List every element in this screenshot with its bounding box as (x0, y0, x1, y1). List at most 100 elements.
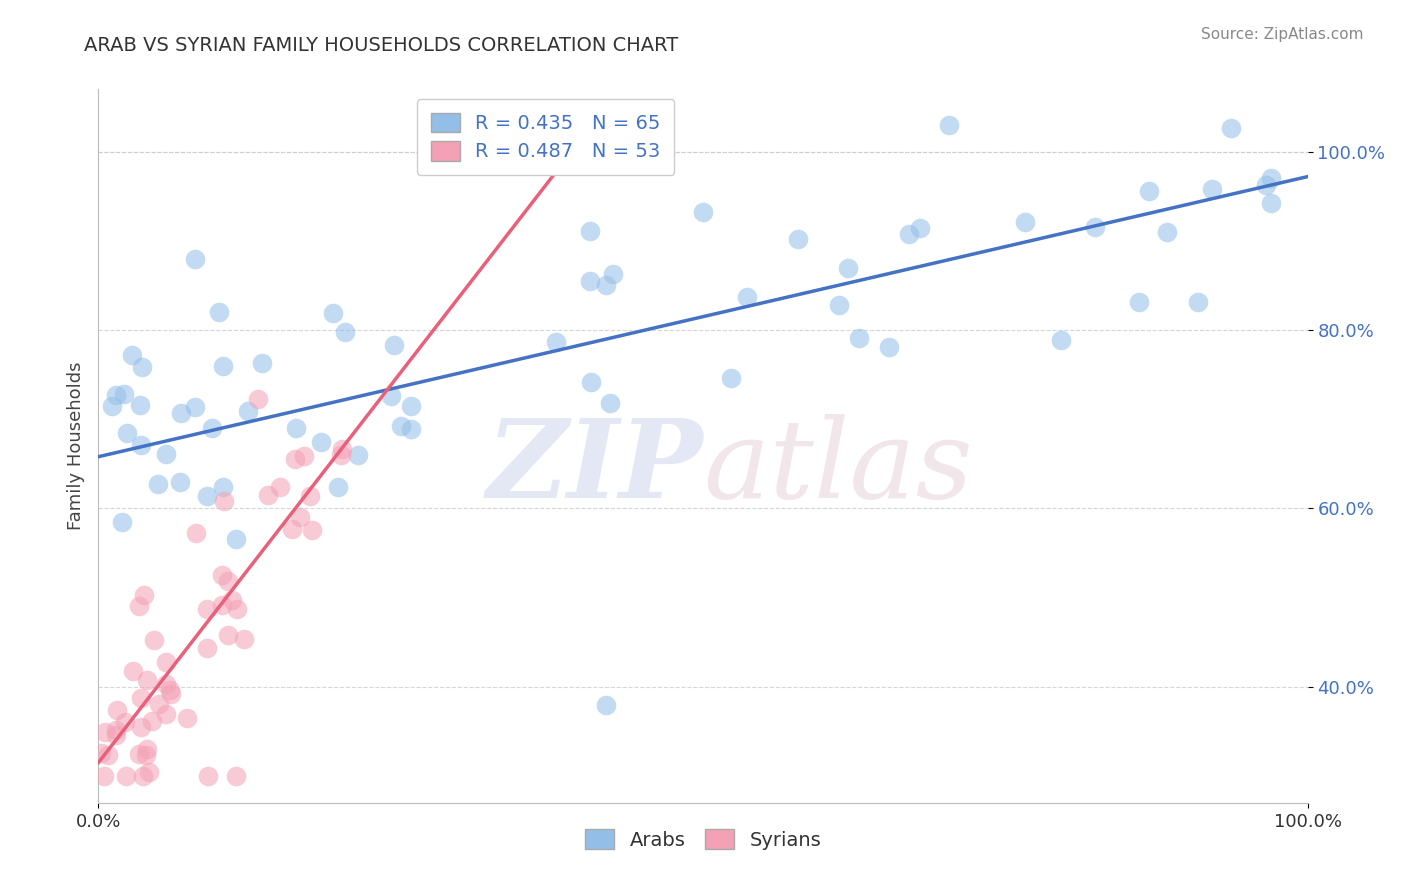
Point (197, 602, 219, 616)
Point (143, 632, 166, 647)
Point (382, 338, 405, 352)
Point (117, 426, 139, 441)
Point (135, 742, 157, 756)
Point (132, 588, 155, 602)
Point (910, 221, 932, 235)
Point (1014, 215, 1036, 229)
Point (1137, 184, 1160, 198)
Point (90, 746, 112, 760)
Point (159, 687, 181, 701)
Point (1201, 182, 1223, 196)
Point (330, 449, 353, 463)
Point (581, 375, 603, 389)
Point (129, 438, 152, 452)
Point (217, 574, 239, 588)
Point (285, 420, 308, 434)
Point (129, 691, 152, 706)
Point (225, 769, 247, 783)
Point (169, 475, 191, 490)
Point (114, 714, 136, 729)
Point (121, 348, 143, 362)
Point (208, 305, 231, 319)
Point (720, 371, 742, 385)
Point (128, 747, 150, 762)
Point (97, 747, 120, 762)
Point (132, 769, 155, 783)
Point (129, 720, 152, 734)
Point (347, 448, 370, 462)
Point (309, 434, 332, 449)
Point (1084, 220, 1107, 235)
Point (146, 477, 169, 491)
Point (170, 405, 193, 419)
Point (115, 769, 138, 783)
Point (247, 392, 270, 407)
Point (93, 769, 115, 783)
Point (544, 334, 567, 349)
Point (1050, 333, 1073, 347)
Point (602, 268, 624, 282)
Point (335, 326, 357, 340)
Text: atlas: atlas (703, 414, 973, 521)
Point (236, 404, 259, 418)
Point (898, 227, 921, 242)
Point (195, 641, 218, 656)
Point (595, 277, 617, 292)
Point (292, 449, 315, 463)
Text: Source: ZipAtlas.com: Source: ZipAtlas.com (1201, 27, 1364, 42)
Legend: Arabs, Syrians: Arabs, Syrians (576, 822, 830, 857)
Point (288, 510, 311, 524)
Point (225, 532, 247, 546)
Point (121, 664, 143, 678)
Point (281, 522, 304, 536)
Point (184, 525, 207, 540)
Point (155, 655, 177, 669)
Point (579, 274, 602, 288)
Point (322, 306, 344, 320)
Point (155, 676, 177, 690)
Point (595, 698, 617, 712)
Point (112, 386, 135, 401)
Point (176, 710, 198, 724)
Y-axis label: Family Households: Family Households (66, 362, 84, 530)
Point (1254, 178, 1277, 192)
Point (1156, 225, 1178, 239)
Point (105, 703, 128, 717)
Point (148, 697, 170, 711)
Point (212, 494, 235, 508)
Point (328, 480, 350, 494)
Text: ZIP: ZIP (486, 414, 703, 521)
Point (380, 389, 402, 403)
Point (848, 331, 870, 345)
Point (877, 340, 900, 354)
Point (692, 204, 714, 219)
Point (389, 419, 412, 434)
Point (257, 488, 280, 502)
Point (211, 567, 233, 582)
Point (195, 489, 218, 503)
Point (104, 728, 127, 742)
Point (837, 261, 859, 276)
Point (201, 421, 224, 435)
Point (197, 769, 219, 783)
Point (1260, 171, 1282, 186)
Point (284, 451, 307, 466)
Point (301, 523, 323, 537)
Point (221, 592, 243, 607)
Point (299, 489, 322, 503)
Point (111, 515, 134, 529)
Point (226, 601, 249, 615)
Point (211, 598, 233, 612)
Point (735, 290, 758, 304)
Point (399, 422, 422, 436)
Text: ARAB VS SYRIAN FAMILY HOUSEHOLDS CORRELATION CHART: ARAB VS SYRIAN FAMILY HOUSEHOLDS CORRELA… (84, 36, 679, 54)
Point (155, 446, 177, 460)
Point (105, 723, 128, 737)
Point (141, 714, 163, 729)
Point (787, 232, 810, 246)
Point (599, 396, 621, 410)
Point (135, 673, 157, 688)
Point (250, 356, 273, 370)
Point (104, 388, 127, 402)
Point (101, 399, 124, 413)
